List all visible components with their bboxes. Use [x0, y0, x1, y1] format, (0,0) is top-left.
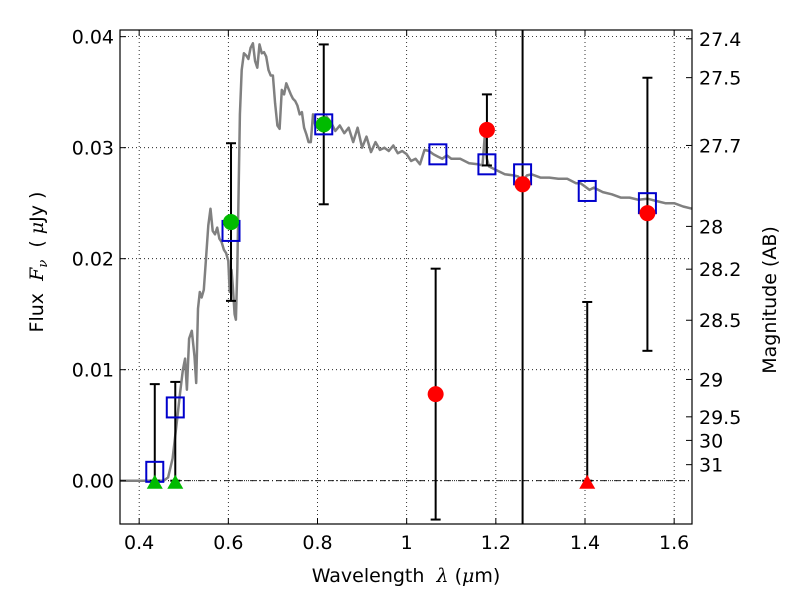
model-photometry-square [477, 153, 497, 176]
y-axis-label-prefix: Flux [26, 281, 48, 333]
y2-tick-label: 31 [699, 455, 723, 477]
model-photometry-square [577, 179, 597, 202]
x-axis-label-mu: μ [462, 565, 474, 587]
y2-tick-label: 29.5 [699, 407, 741, 429]
y-axis-label-subscript: ν [36, 260, 51, 268]
green-upper-limits-triangle [167, 474, 184, 489]
green-detections-point [315, 116, 332, 133]
x-tick-label: 1 [401, 532, 413, 554]
y-tick-label: 0.03 [72, 138, 114, 160]
x-axis-label-unit-rest: m) [474, 565, 500, 587]
x-tick-label: 1.4 [570, 532, 600, 554]
y2-tick-label: 28.5 [699, 310, 741, 332]
red-detections-point [478, 121, 495, 138]
model-photometry-square [165, 396, 185, 419]
red-detections-point [514, 176, 531, 193]
model-photometry-square [428, 143, 448, 166]
y2-tick-labels: 27.4 27.5 27.7 28 28.2 28.5 29 29.530 31 [699, 29, 741, 477]
spectrum-series [120, 42, 693, 482]
model-photometry-square [314, 113, 334, 136]
y-tick-label: 0.04 [72, 27, 114, 49]
y-tick-labels: 0.00 0.01 0.02 0.03 0.04 [72, 27, 114, 493]
plot-frame [119, 29, 693, 525]
y2-tick-label: 27.5 [699, 68, 741, 90]
y2-tick-label: 28 [699, 216, 723, 238]
x-axis-label: Wavelength λ (μm) [312, 565, 501, 587]
y2-axis-label: Magnitude (AB) [759, 226, 781, 374]
x-tick-label: 0.8 [302, 532, 332, 554]
x-tick-label: 0.6 [213, 532, 243, 554]
green-detections-point [223, 214, 240, 231]
y2-tick-label: 27.7 [699, 135, 741, 157]
markers [145, 113, 657, 489]
y2-tick-label: 30 [699, 430, 723, 452]
x-axis-label-symbol: λ [436, 565, 449, 587]
y-axis-label: Flux Fν ( μJy ) [26, 192, 51, 333]
y-tick-label: 0.02 [72, 249, 114, 271]
y2-tick-label: 28.2 [699, 259, 741, 281]
axis-ticks [120, 30, 692, 524]
y-axis-label-unit-open: ( [26, 234, 48, 260]
y-axis-label-symbol: F [26, 267, 48, 282]
x-tick-label: 1.2 [481, 532, 511, 554]
red-upper-limits-triangle [579, 474, 596, 489]
x-axis-label-unit-open: ( [449, 565, 462, 587]
y-tick-label: 0.00 [72, 471, 114, 493]
x-axis-label-prefix: Wavelength [312, 565, 437, 587]
y2-tick-label: 27.4 [699, 29, 741, 51]
y-axis-label-mu: μ [26, 222, 48, 234]
y-tick-label: 0.01 [72, 360, 114, 382]
red-detections-point [639, 205, 656, 222]
errorbars [149, 30, 653, 524]
green-upper-limits-triangle [146, 474, 163, 489]
grid [120, 30, 692, 524]
x-tick-label: 0.4 [124, 532, 154, 554]
spectrum-line [120, 42, 693, 482]
y2-tick-label: 29 [699, 369, 723, 391]
red-detections-point [427, 386, 444, 403]
x-tick-label: 1.6 [659, 532, 689, 554]
x-tick-labels: 0.4 0.6 0.8 1 1.2 1.4 1.6 [124, 532, 689, 554]
y-axis-label-unit-rest: Jy ) [26, 192, 48, 223]
